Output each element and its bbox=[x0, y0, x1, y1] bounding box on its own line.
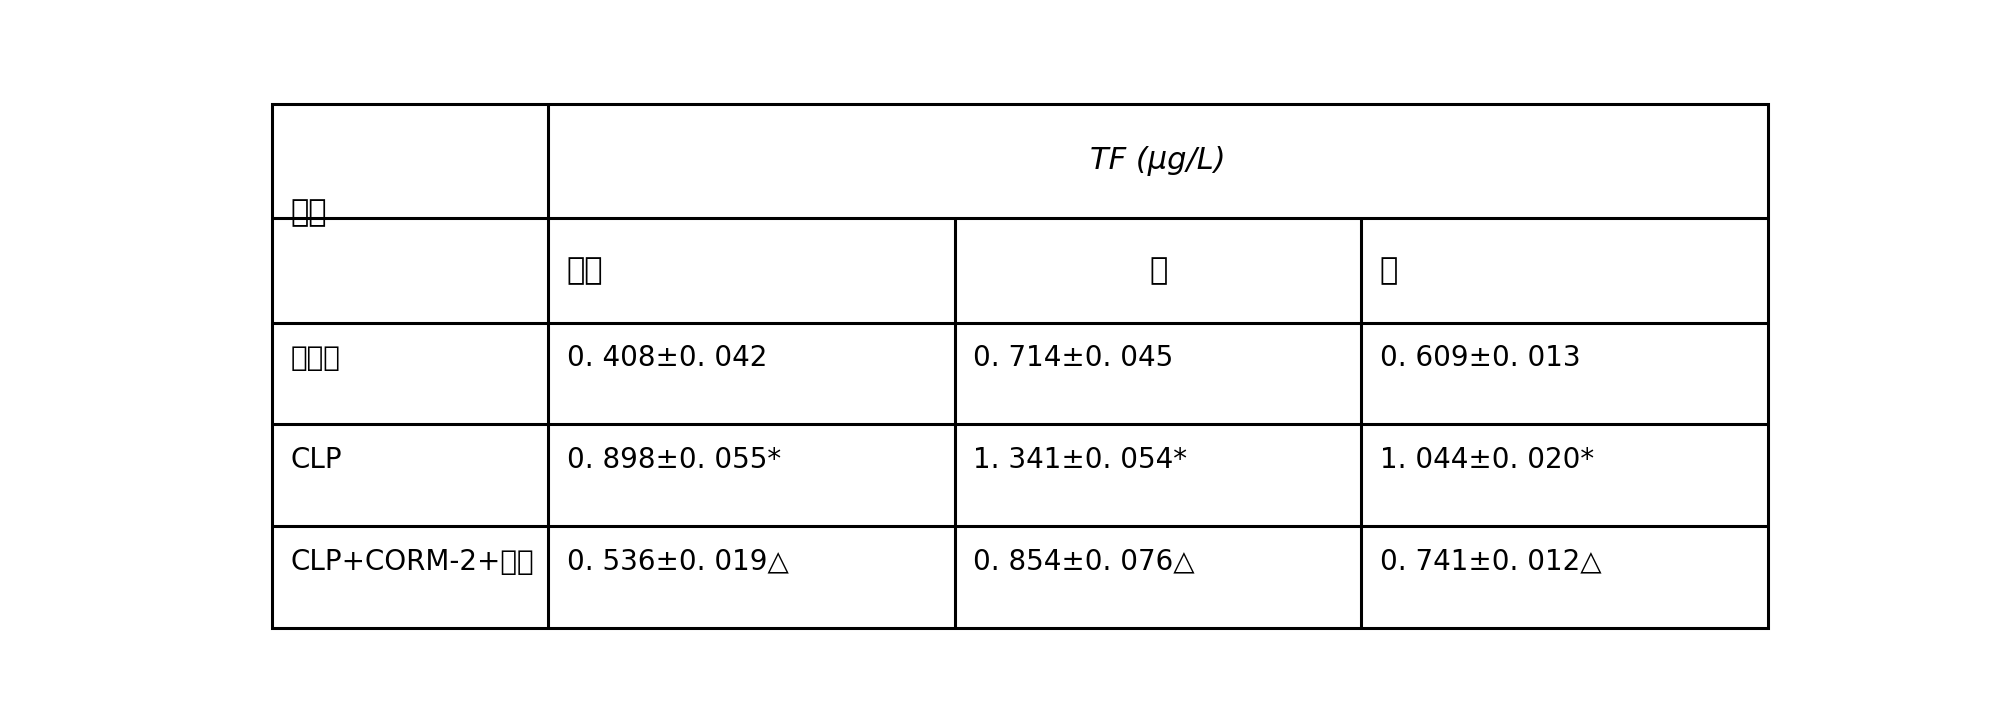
Text: 肺: 肺 bbox=[1378, 256, 1398, 285]
Text: 血浆: 血浆 bbox=[567, 256, 603, 285]
Text: 1. 044±0. 020*: 1. 044±0. 020* bbox=[1378, 446, 1593, 474]
Text: 0. 408±0. 042: 0. 408±0. 042 bbox=[567, 344, 768, 372]
Text: 0. 741±0. 012△: 0. 741±0. 012△ bbox=[1378, 547, 1601, 576]
Text: 肝: 肝 bbox=[1148, 256, 1168, 285]
Text: 分组: 分组 bbox=[290, 198, 326, 227]
Text: 0. 536±0. 019△: 0. 536±0. 019△ bbox=[567, 547, 788, 576]
Text: 0. 609±0. 013: 0. 609±0. 013 bbox=[1378, 344, 1579, 372]
Text: 0. 854±0. 076△: 0. 854±0. 076△ bbox=[973, 547, 1195, 576]
Text: TF (μg/L): TF (μg/L) bbox=[1090, 146, 1225, 176]
Text: 对照组: 对照组 bbox=[290, 344, 340, 372]
Text: CLP+CORM-2+肝素: CLP+CORM-2+肝素 bbox=[290, 547, 533, 576]
Text: 1. 341±0. 054*: 1. 341±0. 054* bbox=[973, 446, 1187, 474]
Text: CLP: CLP bbox=[290, 446, 342, 474]
Text: 0. 898±0. 055*: 0. 898±0. 055* bbox=[567, 446, 780, 474]
Text: 0. 714±0. 045: 0. 714±0. 045 bbox=[973, 344, 1174, 372]
